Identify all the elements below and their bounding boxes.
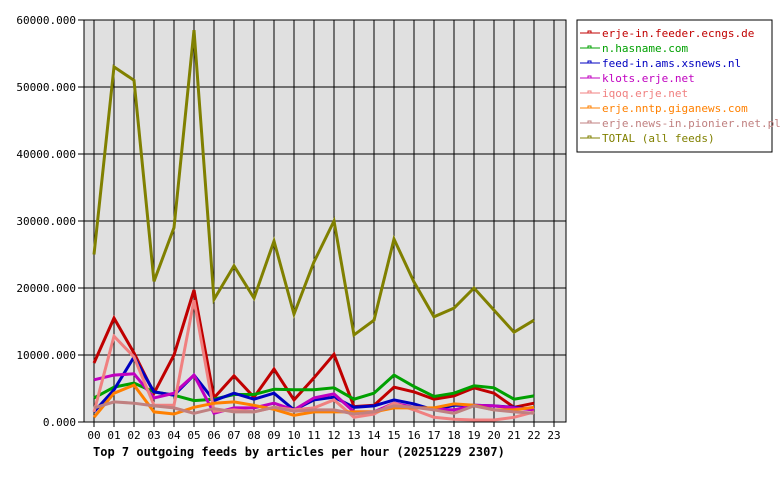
series-line-iqoq-erje-net xyxy=(92,299,535,422)
series-lines xyxy=(92,29,535,422)
x-tick-label: 07 xyxy=(227,429,240,442)
legend-item: erje-in.feeder.ecngs.de xyxy=(580,27,754,40)
legend-item: n.hasname.com xyxy=(580,42,688,55)
y-tick-label: 40000.000 xyxy=(16,148,76,161)
legend-item: feed-in.ams.xsnews.nl xyxy=(580,57,741,70)
legend: erje-in.feeder.ecngs.de n.hasname.com feed… xyxy=(576,19,780,153)
y-tick-label: 50000.000 xyxy=(16,81,76,94)
legend-label: feed-in.ams.xsnews.nl xyxy=(602,57,741,70)
y-axis: 0.000 10000.000 20000.000 30000.000 40000.00… xyxy=(16,14,84,429)
x-tick-label: 21 xyxy=(507,429,520,442)
x-tick-label: 11 xyxy=(307,429,320,442)
x-tick-label: 08 xyxy=(247,429,260,442)
chart-title: Top 7 outgoing feeds by articles per hou… xyxy=(93,445,505,459)
x-tick-label: 15 xyxy=(387,429,400,442)
x-tick-label: 16 xyxy=(407,429,420,442)
x-tick-label: 17 xyxy=(427,429,440,442)
x-tick-label: 02 xyxy=(127,429,140,442)
x-tick-label: 00 xyxy=(87,429,100,442)
series-line-total-all-feeds- xyxy=(92,29,535,338)
legend-label: iqoq.erje.net xyxy=(602,87,688,100)
series-line-klots-erje-net xyxy=(93,372,535,416)
x-axis: 00 01 02 03 04 05 06 07 08 09 10 11 12 13 14 15 16 17 18 19… xyxy=(87,422,561,442)
legend-item: klots.erje.net xyxy=(580,72,695,85)
x-tick-label: 01 xyxy=(107,429,120,442)
x-tick-label: 09 xyxy=(267,429,280,442)
legend-label: klots.erje.net xyxy=(602,72,695,85)
x-tick-label: 12 xyxy=(327,429,340,442)
legend-item: TOTAL (all feeds) xyxy=(580,132,715,145)
x-tick-label: 19 xyxy=(467,429,480,442)
x-tick-label: 20 xyxy=(487,429,500,442)
series-line-erje-news-in-pionier-net-pl xyxy=(93,400,535,416)
y-tick-label: 20000.000 xyxy=(16,282,76,295)
series-line-erje-nntp-giganews-com xyxy=(92,383,535,419)
series-line-erje-in-feeder-ecngs-de xyxy=(92,289,535,409)
legend-label: erje.nntp.giganews.com xyxy=(602,102,748,115)
x-tick-label: 05 xyxy=(187,429,200,442)
legend-label: TOTAL (all feeds) xyxy=(602,132,715,145)
legend-label: erje-in.feeder.ecngs.de xyxy=(602,27,754,40)
legend-label: n.hasname.com xyxy=(602,42,688,55)
y-tick-label: 30000.000 xyxy=(16,215,76,228)
x-tick-label: 04 xyxy=(167,429,181,442)
y-tick-label: 0.000 xyxy=(43,416,76,429)
legend-label: erje.news-in.pionier.net.pl xyxy=(602,117,780,130)
y-tick-label: 10000.000 xyxy=(16,349,76,362)
x-tick-label: 23 xyxy=(547,429,560,442)
y-tick-label: 60000.000 xyxy=(16,14,76,27)
legend-item: erje.news-in.pionier.net.pl xyxy=(580,117,780,130)
x-tick-label: 13 xyxy=(347,429,360,442)
legend-box xyxy=(576,19,773,153)
legend-item: iqoq.erje.net xyxy=(580,87,688,100)
x-tick-label: 18 xyxy=(447,429,460,442)
x-tick-label: 06 xyxy=(207,429,220,442)
x-tick-label: 22 xyxy=(527,429,540,442)
x-tick-label: 03 xyxy=(147,429,160,442)
legend-item: erje.nntp.giganews.com xyxy=(580,102,748,115)
x-tick-label: 10 xyxy=(287,429,300,442)
x-tick-label: 14 xyxy=(367,429,381,442)
